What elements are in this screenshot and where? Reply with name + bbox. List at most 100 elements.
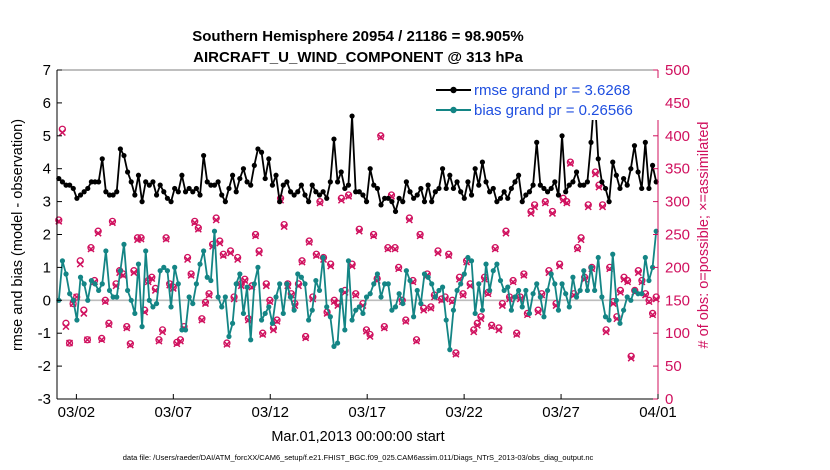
obs-possible-point: [137, 234, 145, 242]
bias-point: [639, 291, 645, 297]
bias-point: [356, 304, 362, 310]
rmse-point: [331, 136, 337, 142]
bias-point: [617, 320, 623, 326]
obs-assimilated-point: [312, 252, 320, 260]
bias-point: [389, 307, 395, 313]
obs-possible-point: [194, 224, 202, 232]
bias-point: [501, 287, 507, 294]
rmse-point: [295, 189, 301, 195]
bias-point: [291, 307, 297, 313]
rmse-point: [432, 189, 438, 195]
y-right-tick-label: 250: [665, 227, 690, 244]
obs-assimilated-point: [502, 229, 510, 237]
bias-point: [584, 287, 591, 294]
bias-point: [414, 287, 420, 294]
obs-assimilated-point: [362, 327, 370, 335]
rmse-point: [516, 172, 522, 178]
rmse-point: [458, 189, 464, 195]
rmse-point: [447, 172, 453, 178]
obs-assimilated-point: [595, 183, 603, 191]
obs-assimilated-point: [416, 232, 424, 240]
rmse-point: [197, 192, 203, 198]
rmse-point: [570, 179, 576, 185]
obs-assimilated-point: [470, 328, 478, 336]
rmse-point: [99, 156, 105, 162]
rmse-point: [215, 179, 221, 185]
bias-point: [295, 271, 301, 277]
rmse-point: [363, 199, 370, 205]
bias-point: [396, 291, 402, 297]
rmse-point: [439, 166, 446, 172]
bias-point: [345, 258, 352, 264]
obs-assimilated-point: [298, 258, 306, 266]
legend-bias-label: bias grand pr = 0.26566: [474, 102, 633, 119]
bias-point: [309, 307, 315, 313]
obs-possible-point: [387, 191, 396, 199]
rmse-point: [512, 179, 518, 185]
rmse-point: [505, 195, 511, 201]
rmse-point: [146, 182, 152, 188]
obs-possible-point: [301, 332, 310, 341]
obs-possible-point: [541, 197, 549, 206]
obs-possible-point: [55, 216, 63, 224]
obs-assimilated-point: [269, 326, 277, 334]
bias-point: [222, 294, 228, 300]
rmse-point: [490, 185, 496, 192]
obs-assimilated-point: [488, 323, 496, 331]
rmse-point: [544, 189, 551, 195]
rmse-point: [414, 192, 420, 198]
obs-assimilated-point: [108, 219, 116, 227]
obs-assimilated-point: [87, 245, 95, 253]
bias-point: [255, 264, 261, 270]
rmse-point: [106, 192, 113, 198]
y-right-tick-label: 450: [665, 95, 690, 112]
rmse-point: [179, 172, 185, 178]
rmse-point: [494, 199, 500, 205]
bias-point: [526, 310, 533, 317]
obs-assimilated-point: [205, 291, 213, 299]
obs-assimilated-point: [370, 232, 378, 240]
rmse-point: [251, 162, 257, 169]
bias-point: [599, 294, 605, 300]
bias-point: [320, 254, 326, 261]
bias-point: [139, 324, 145, 330]
bias-point: [649, 264, 656, 270]
rmse-point: [501, 189, 507, 195]
obs-assimilated-point: [119, 271, 127, 279]
obs-assimilated-point: [348, 262, 356, 270]
bias-point: [541, 314, 547, 320]
bias-point: [400, 300, 406, 307]
obs-possible-point: [205, 290, 213, 298]
bias-point: [497, 277, 504, 284]
obs-assimilated-point: [584, 203, 592, 211]
obs-assimilated-point: [602, 328, 610, 336]
bias-point: [563, 291, 569, 297]
rmse-point: [103, 189, 109, 195]
rmse-point: [211, 182, 218, 188]
rmse-point: [602, 185, 609, 192]
obs-assimilated-point: [187, 271, 195, 279]
obs-possible-point: [452, 349, 460, 357]
rmse-point: [320, 189, 326, 195]
bias-point: [432, 294, 438, 300]
rmse-point: [581, 182, 587, 188]
bias-point: [277, 281, 283, 287]
obs-assimilated-point: [649, 311, 657, 319]
rmse-point: [534, 139, 540, 145]
rmse-point: [186, 185, 192, 192]
rmse-point: [468, 192, 475, 198]
obs-assimilated-point: [624, 278, 632, 286]
obs-possible-point: [223, 339, 231, 347]
bias-point: [125, 287, 131, 294]
obs-possible-point: [155, 336, 163, 344]
y-left-tick-label: 1: [43, 259, 51, 276]
rmse-point: [476, 182, 482, 188]
bias-point: [635, 291, 641, 297]
rmse-point: [150, 179, 156, 185]
rmse-point: [92, 179, 98, 185]
rmse-point: [110, 192, 116, 198]
obs-assimilated-point: [452, 350, 460, 358]
bias-point: [602, 314, 609, 320]
obs-assimilated-point: [355, 227, 363, 235]
obs-assimilated-point: [123, 324, 131, 332]
